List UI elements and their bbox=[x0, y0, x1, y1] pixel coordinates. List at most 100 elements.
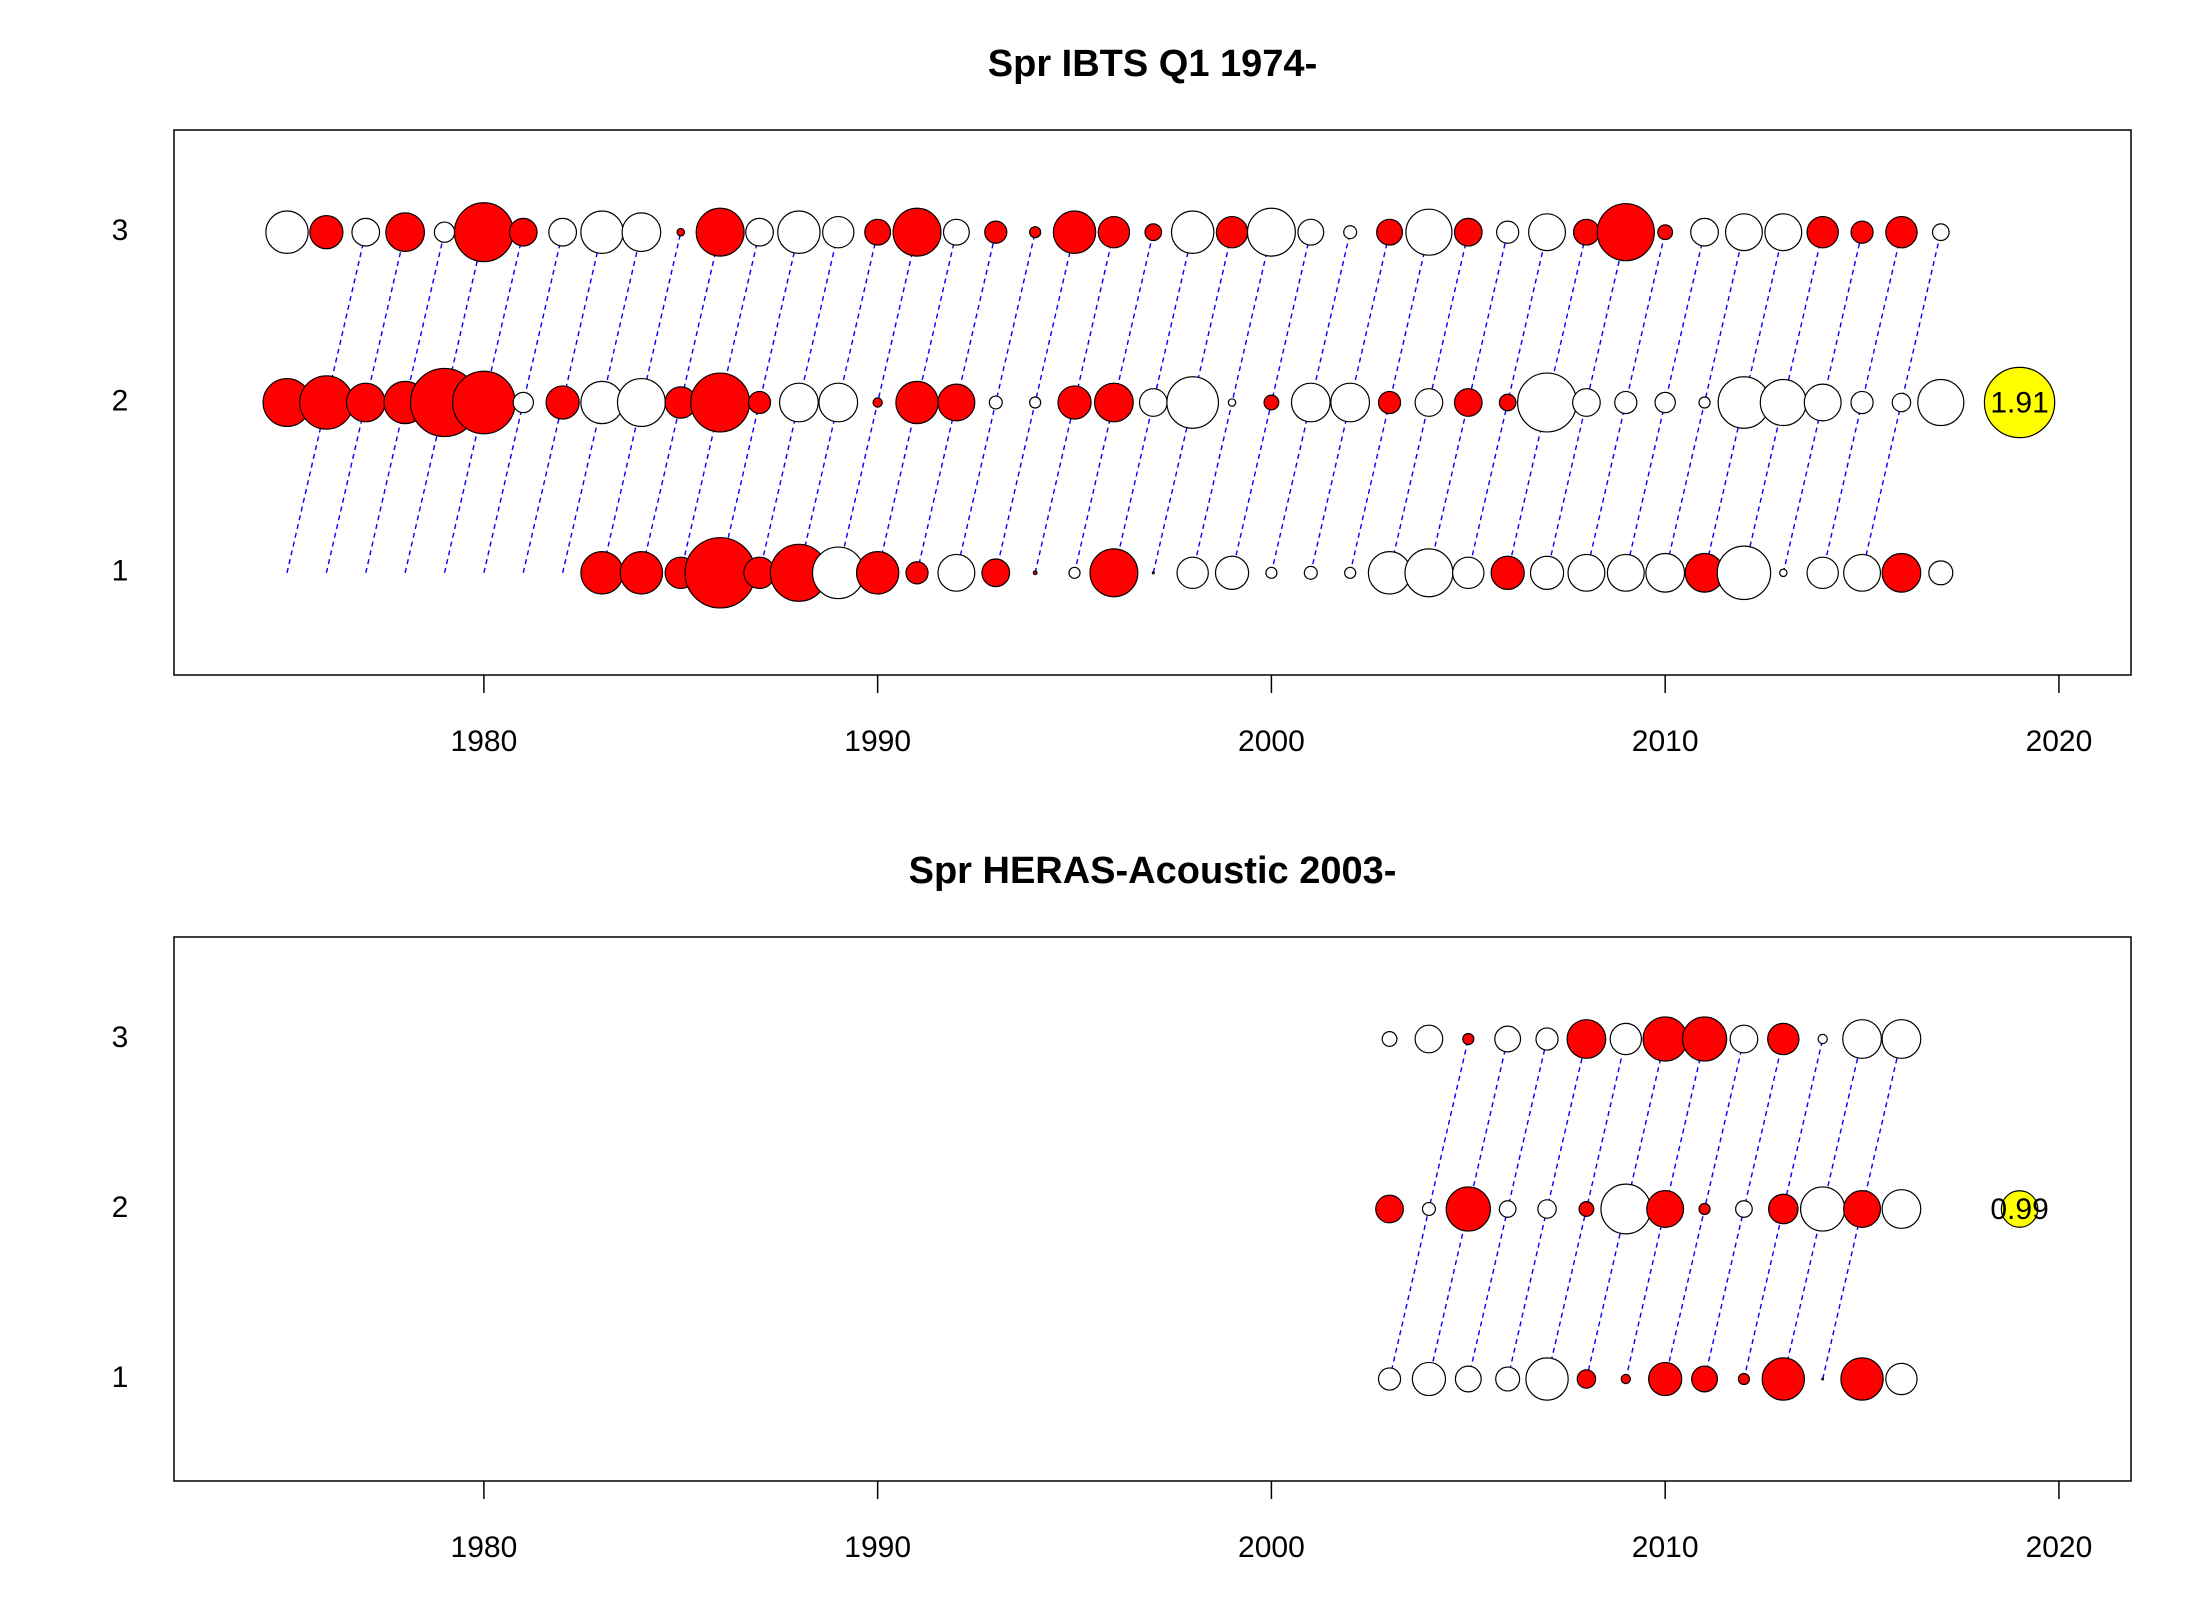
residual-bubble bbox=[676, 227, 686, 237]
residual-bubble bbox=[1729, 1024, 1759, 1054]
residual-bubble bbox=[1596, 203, 1655, 262]
residual-bubble bbox=[1215, 215, 1249, 249]
residual-bubble bbox=[1724, 213, 1763, 252]
residual-bubble bbox=[1537, 1199, 1557, 1219]
residual-bubble bbox=[351, 217, 381, 247]
residual-bubble bbox=[580, 210, 624, 254]
residual-bubble bbox=[1535, 1027, 1559, 1051]
residual-bubble bbox=[984, 220, 1008, 244]
x-tick-label: 1990 bbox=[844, 725, 911, 758]
residual-bubble bbox=[1609, 1022, 1643, 1056]
residual-bubble bbox=[1052, 210, 1097, 254]
residual-bubble bbox=[690, 372, 751, 433]
residual-bubble bbox=[1716, 545, 1772, 601]
residual-bubble bbox=[1928, 560, 1954, 586]
residual-bubble bbox=[1698, 1202, 1711, 1216]
x-tick-label: 2010 bbox=[1632, 725, 1699, 758]
residual-bubble bbox=[1681, 1016, 1728, 1062]
residual-bubble bbox=[818, 382, 859, 423]
residual-bubble bbox=[892, 207, 942, 257]
residual-bubble bbox=[1138, 388, 1168, 417]
residual-bubble bbox=[1411, 1361, 1447, 1397]
residual-bubble bbox=[580, 551, 624, 595]
residual-bubble bbox=[937, 553, 976, 592]
x-tick-label: 2020 bbox=[2026, 1531, 2093, 1564]
y-tick-label: 3 bbox=[112, 214, 129, 247]
residual-bubble bbox=[1620, 1373, 1632, 1385]
residual-bubble bbox=[1821, 1377, 1825, 1381]
residual-bubble bbox=[1414, 1024, 1444, 1054]
residual-bubble bbox=[1931, 223, 1950, 242]
residual-bubble bbox=[1151, 571, 1155, 575]
reference-bubble bbox=[2000, 1190, 2039, 1228]
residual-bubble bbox=[1761, 1357, 1806, 1401]
residual-bubble bbox=[1495, 1366, 1521, 1392]
residual-bubble bbox=[1089, 548, 1139, 598]
residual-bubble bbox=[822, 215, 855, 249]
residual-bubble bbox=[1452, 556, 1485, 590]
residual-bubble bbox=[1881, 552, 1922, 593]
residual-bubble bbox=[1265, 566, 1278, 579]
residual-bubble bbox=[1029, 226, 1042, 239]
residual-bubble bbox=[1246, 207, 1296, 257]
residual-bubble bbox=[1572, 218, 1600, 246]
residual-bubble bbox=[981, 558, 1011, 588]
plot-frame bbox=[173, 129, 2132, 676]
residual-bubble bbox=[872, 397, 883, 408]
y-tick-label: 1 bbox=[112, 1361, 129, 1394]
y-tick-label: 2 bbox=[112, 384, 129, 417]
residual-bubble bbox=[1170, 210, 1215, 254]
residual-bubble bbox=[1376, 218, 1404, 246]
residual-bubble bbox=[1735, 1200, 1753, 1218]
residual-bubble bbox=[1453, 388, 1483, 417]
x-tick-label: 2000 bbox=[1238, 725, 1305, 758]
residual-bubble bbox=[1691, 1365, 1719, 1393]
plot-frame bbox=[173, 936, 2132, 1482]
residual-bubble bbox=[1404, 548, 1454, 598]
x-tick-label: 2000 bbox=[1238, 1531, 1305, 1564]
reference-label: 0.99 bbox=[1990, 1193, 2048, 1226]
residual-bubble bbox=[580, 380, 624, 425]
residual-bubble bbox=[1654, 391, 1676, 414]
residual-bubble bbox=[1767, 1022, 1800, 1056]
residual-bubble bbox=[1800, 1186, 1846, 1232]
residual-bubble bbox=[1057, 385, 1092, 420]
residual-bubble bbox=[1578, 1201, 1595, 1217]
residual-bubble bbox=[1764, 213, 1803, 252]
residual-bubble bbox=[1290, 382, 1331, 423]
residual-bubble bbox=[453, 202, 514, 263]
residual-bubble bbox=[895, 380, 939, 425]
residual-bubble bbox=[1881, 1189, 1922, 1229]
residual-bubble bbox=[1657, 224, 1674, 241]
residual-bubble bbox=[1567, 553, 1606, 592]
residual-bubble bbox=[1381, 1031, 1398, 1047]
residual-bubble bbox=[1614, 390, 1638, 415]
residual-bubble bbox=[508, 217, 538, 247]
residual-bubble bbox=[1097, 215, 1131, 249]
residual-bubble bbox=[1840, 1357, 1884, 1401]
residual-bubble bbox=[937, 383, 976, 422]
residual-bubble bbox=[988, 395, 1003, 410]
residual-bubble bbox=[1806, 556, 1839, 590]
residual-bubble bbox=[1029, 396, 1042, 409]
residual-bubble bbox=[1600, 1183, 1652, 1235]
residual-bubble bbox=[942, 218, 970, 246]
residual-bubble bbox=[747, 390, 772, 415]
residual-bubble bbox=[1885, 215, 1918, 249]
residual-bubble bbox=[1642, 1016, 1688, 1062]
x-tick-label: 1980 bbox=[451, 725, 518, 758]
residual-bubble bbox=[512, 391, 534, 414]
residual-bubble bbox=[1176, 556, 1209, 590]
residual-bubble bbox=[1453, 217, 1483, 247]
residual-bubble bbox=[1843, 553, 1882, 592]
residual-bubble bbox=[1737, 1372, 1751, 1386]
residual-bubble bbox=[1806, 215, 1839, 249]
residual-bubble bbox=[1850, 390, 1874, 415]
residual-bubble bbox=[1405, 208, 1453, 256]
residual-bubble bbox=[1297, 218, 1325, 246]
x-tick-label: 2020 bbox=[2026, 725, 2093, 758]
residual-bubble bbox=[1528, 213, 1567, 252]
residual-bubble bbox=[1817, 1033, 1828, 1045]
residual-bubble bbox=[1917, 378, 1965, 427]
